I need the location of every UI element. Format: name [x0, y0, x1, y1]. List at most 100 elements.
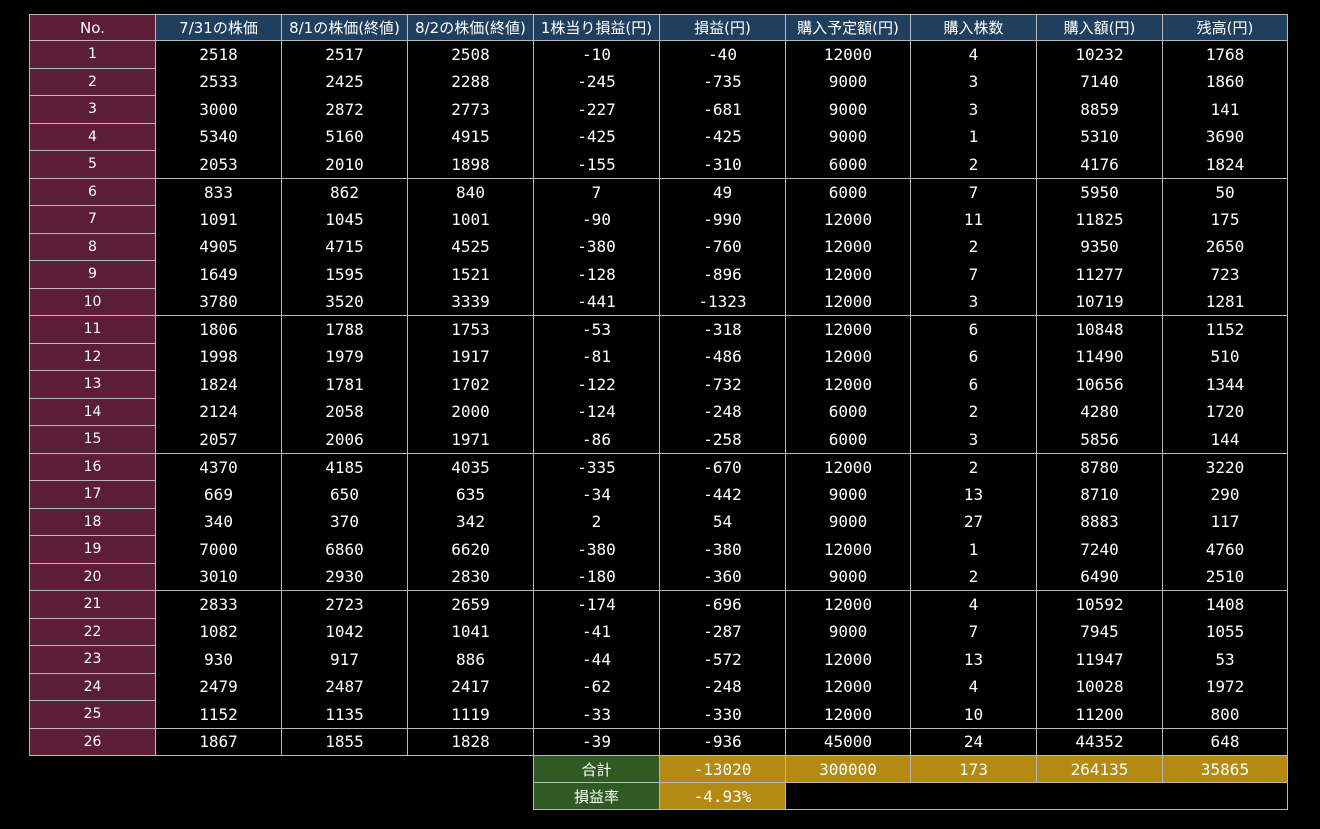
cell-planned-amount: 9000 — [785, 123, 911, 151]
cell-pl-per-share: -53 — [533, 315, 660, 343]
cell-price-0802: 1753 — [407, 315, 534, 343]
cell-no: 24 — [29, 672, 156, 701]
cell-balance: 117 — [1162, 508, 1288, 536]
header-price-0801: 8/1の株価(終値) — [281, 14, 408, 41]
table-body: 1 2518 2517 2508 -10 -40 12000 4 10232 1768 2 2533 2… — [29, 40, 1288, 756]
cell-shares: 13 — [910, 645, 1037, 673]
total-shares: 173 — [910, 755, 1037, 783]
cell-no: 15 — [29, 425, 156, 454]
cell-purchase-amount: 8780 — [1036, 452, 1163, 481]
cell-no: 9 — [29, 260, 156, 289]
total-balance: 35865 — [1162, 755, 1288, 783]
cell-pl-per-share: 2 — [533, 508, 660, 536]
cell-price-0731: 669 — [155, 480, 282, 508]
cell-purchase-amount: 4176 — [1036, 150, 1163, 179]
cell-price-0731: 930 — [155, 645, 282, 673]
cell-pl: -258 — [659, 425, 786, 454]
cell-no: 11 — [29, 315, 156, 344]
header-pl: 損益(円) — [659, 14, 786, 41]
cell-planned-amount: 12000 — [785, 452, 911, 481]
cell-planned-amount: 12000 — [785, 645, 911, 673]
cell-purchase-amount: 5310 — [1036, 123, 1163, 151]
cell-shares: 4 — [910, 40, 1037, 68]
cell-pl-per-share: -425 — [533, 123, 660, 151]
cell-balance: 1152 — [1162, 315, 1288, 343]
cell-no: 2 — [29, 67, 156, 96]
cell-pl: -990 — [659, 205, 786, 233]
cell-purchase-amount: 11825 — [1036, 205, 1163, 233]
cell-balance: 1720 — [1162, 398, 1288, 426]
cell-shares: 4 — [910, 590, 1037, 618]
cell-pl: -732 — [659, 370, 786, 398]
total-purchase-amount: 264135 — [1036, 755, 1163, 783]
cell-purchase-amount: 6490 — [1036, 563, 1163, 591]
cell-planned-amount: 12000 — [785, 233, 911, 261]
cell-planned-amount: 12000 — [785, 205, 911, 233]
cell-shares: 3 — [910, 425, 1037, 454]
cell-balance: 175 — [1162, 205, 1288, 233]
cell-price-0731: 1998 — [155, 343, 282, 371]
cell-price-0802: 1001 — [407, 205, 534, 233]
cell-pl: -248 — [659, 398, 786, 426]
cell-balance: 144 — [1162, 425, 1288, 454]
cell-purchase-amount: 10656 — [1036, 370, 1163, 398]
cell-price-0801: 1788 — [281, 315, 408, 343]
cell-shares: 3 — [910, 288, 1037, 316]
cell-purchase-amount: 8710 — [1036, 480, 1163, 508]
cell-price-0802: 4915 — [407, 123, 534, 151]
cell-no: 6 — [29, 177, 156, 206]
cell-shares: 2 — [910, 233, 1037, 261]
cell-balance: 3690 — [1162, 123, 1288, 151]
cell-price-0801: 2517 — [281, 40, 408, 68]
cell-pl-per-share: -39 — [533, 727, 660, 756]
total-pl: -13020 — [659, 755, 786, 783]
rate-empty-cell — [785, 782, 1288, 810]
cell-pl-per-share: -174 — [533, 590, 660, 618]
cell-price-0731: 2533 — [155, 68, 282, 96]
rate-label: 損益率 — [533, 782, 660, 810]
cell-balance: 1768 — [1162, 40, 1288, 68]
cell-shares: 2 — [910, 452, 1037, 481]
cell-no: 18 — [29, 507, 156, 536]
cell-planned-amount: 9000 — [785, 95, 911, 123]
cell-price-0731: 1082 — [155, 618, 282, 646]
cell-pl: -681 — [659, 95, 786, 123]
cell-pl-per-share: -124 — [533, 398, 660, 426]
cell-price-0801: 370 — [281, 508, 408, 536]
cell-price-0802: 2659 — [407, 590, 534, 618]
cell-balance: 4760 — [1162, 535, 1288, 563]
cell-planned-amount: 9000 — [785, 508, 911, 536]
cell-shares: 7 — [910, 177, 1037, 206]
cell-shares: 3 — [910, 95, 1037, 123]
cell-no: 1 — [29, 40, 156, 69]
cell-pl: -442 — [659, 480, 786, 508]
cell-purchase-amount: 11490 — [1036, 343, 1163, 371]
cell-shares: 1 — [910, 535, 1037, 563]
cell-pl-per-share: -44 — [533, 645, 660, 673]
table-row: 23 930 917 886 -44 -572 12000 13 11947 53 — [29, 645, 1288, 674]
cell-price-0731: 1649 — [155, 260, 282, 288]
cell-planned-amount: 6000 — [785, 398, 911, 426]
cell-no: 17 — [29, 480, 156, 509]
cell-no: 5 — [29, 150, 156, 179]
cell-pl: -896 — [659, 260, 786, 288]
cell-balance: 1281 — [1162, 288, 1288, 316]
cell-pl-per-share: -335 — [533, 452, 660, 481]
cell-price-0731: 340 — [155, 508, 282, 536]
cell-pl-per-share: -81 — [533, 343, 660, 371]
cell-pl: -1323 — [659, 288, 786, 316]
cell-no: 16 — [29, 452, 156, 481]
cell-balance: 1055 — [1162, 618, 1288, 646]
cell-pl-per-share: -10 — [533, 40, 660, 68]
cell-price-0731: 1806 — [155, 315, 282, 343]
cell-price-0802: 1898 — [407, 150, 534, 179]
cell-shares: 11 — [910, 205, 1037, 233]
table-row: 21 2833 2723 2659 -174 -696 12000 4 10592 1408 — [29, 590, 1288, 619]
cell-no: 23 — [29, 645, 156, 674]
cell-shares: 10 — [910, 700, 1037, 729]
cell-pl-per-share: -90 — [533, 205, 660, 233]
cell-price-0802: 1971 — [407, 425, 534, 454]
cell-planned-amount: 6000 — [785, 177, 911, 206]
cell-shares: 6 — [910, 315, 1037, 343]
cell-purchase-amount: 4280 — [1036, 398, 1163, 426]
